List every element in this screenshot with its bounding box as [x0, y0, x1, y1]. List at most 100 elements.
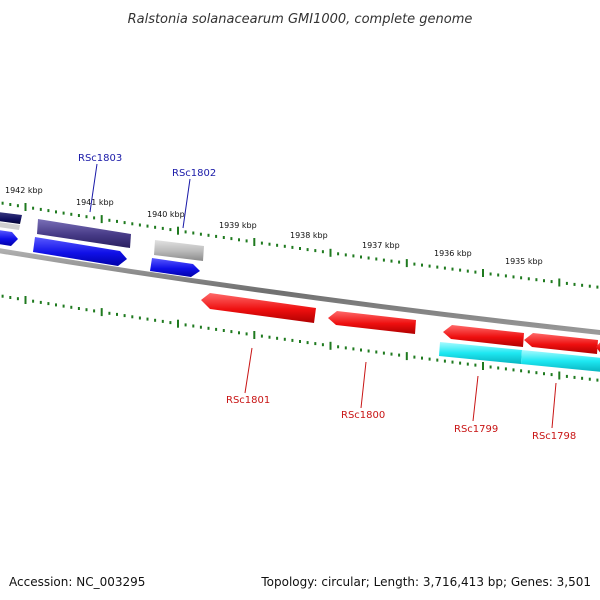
minor-tick	[184, 230, 187, 234]
minor-tick	[70, 212, 73, 216]
minor-tick	[527, 370, 530, 374]
leader-line	[551, 382, 557, 429]
minor-tick	[367, 256, 370, 260]
minor-tick	[504, 367, 507, 371]
minor-tick	[428, 264, 431, 268]
minor-tick	[367, 349, 370, 353]
gene-arrow[interactable]	[521, 350, 600, 372]
minor-tick	[413, 355, 416, 359]
major-tick	[100, 215, 103, 224]
minor-tick	[512, 275, 515, 279]
minor-tick	[596, 378, 599, 382]
minor-tick	[39, 300, 42, 304]
minor-tick	[299, 340, 301, 343]
minor-tick	[459, 361, 462, 365]
gene-label[interactable]: RSc1803	[78, 153, 122, 164]
minor-tick	[520, 276, 523, 280]
tick-label: 1938 kbp	[290, 231, 328, 240]
minor-tick	[375, 257, 378, 261]
minor-tick	[131, 222, 134, 226]
leader-line	[89, 163, 98, 213]
tick-label: 1940 kbp	[147, 210, 185, 219]
gene-arrow[interactable]	[150, 258, 200, 277]
minor-tick	[9, 203, 12, 206]
major-tick	[482, 269, 484, 277]
minor-tick	[573, 282, 576, 286]
gene-arrow[interactable]	[201, 293, 316, 323]
minor-tick	[47, 302, 50, 306]
minor-tick	[337, 345, 340, 349]
minor-tick	[596, 285, 599, 289]
major-tick	[405, 259, 408, 268]
label-leaders	[89, 163, 557, 429]
leader-line	[472, 375, 479, 422]
minor-tick	[497, 273, 500, 277]
gene-arrow[interactable]	[443, 325, 524, 347]
gene-arrow[interactable]	[154, 240, 204, 261]
minor-tick	[291, 245, 294, 249]
gene-label[interactable]: RSc1802	[172, 168, 216, 179]
minor-tick	[398, 353, 401, 357]
gene-label[interactable]: RSc1801	[226, 395, 270, 406]
tick-label: 1941 kbp	[76, 198, 114, 207]
minor-tick	[527, 277, 530, 281]
minor-tick	[489, 272, 492, 276]
minor-tick	[344, 346, 347, 350]
minor-tick	[116, 312, 118, 316]
leader-line	[182, 178, 191, 229]
tick-label: 1935 kbp	[505, 257, 543, 266]
minor-tick	[32, 206, 35, 210]
minor-tick	[512, 368, 515, 372]
reverse-genes	[201, 293, 600, 372]
minor-tick	[62, 304, 65, 308]
minor-tick	[283, 337, 286, 341]
minor-tick	[184, 323, 187, 327]
minor-tick	[108, 311, 111, 315]
major-tick	[253, 331, 256, 339]
minor-tick	[344, 253, 347, 257]
minor-tick	[360, 348, 362, 352]
gene-arrow[interactable]	[0, 222, 20, 230]
gene-arrow[interactable]	[0, 230, 18, 246]
minor-tick	[85, 308, 88, 312]
gene-label[interactable]: RSc1800	[341, 410, 385, 421]
gene-arrow[interactable]	[37, 219, 131, 248]
minor-tick	[16, 204, 19, 208]
minor-tick	[550, 280, 553, 284]
minor-tick	[428, 357, 431, 361]
gene-arrow[interactable]	[328, 311, 416, 334]
minor-tick	[230, 237, 233, 241]
minor-tick	[146, 224, 149, 228]
minor-tick	[535, 278, 538, 282]
minor-tick	[207, 326, 210, 330]
minor-tick	[199, 232, 202, 236]
gene-arrow[interactable]	[0, 212, 22, 224]
minor-tick	[321, 343, 324, 347]
minor-tick	[504, 274, 507, 278]
gene-arrow[interactable]	[596, 340, 600, 355]
gene-label[interactable]: RSc1799	[454, 424, 498, 435]
forward-genes	[0, 212, 204, 277]
outer-tick-track	[1, 201, 599, 289]
gene-arrow[interactable]	[33, 237, 127, 266]
minor-tick	[9, 296, 12, 299]
minor-tick	[306, 341, 309, 345]
minor-tick	[85, 215, 88, 219]
minor-tick	[123, 221, 126, 225]
minor-tick	[466, 362, 469, 366]
minor-tick	[268, 335, 271, 339]
minor-tick	[306, 248, 309, 252]
minor-tick	[245, 239, 248, 243]
minor-tick	[466, 269, 469, 273]
gene-arrow[interactable]	[439, 342, 522, 364]
minor-tick	[390, 352, 393, 356]
gene-label[interactable]: RSc1798	[532, 431, 576, 442]
gene-arrow[interactable]	[524, 333, 598, 354]
minor-tick	[39, 207, 42, 211]
minor-tick	[283, 244, 286, 248]
minor-tick	[443, 266, 446, 270]
minor-tick	[588, 284, 591, 288]
minor-tick	[535, 371, 538, 375]
minor-tick	[230, 330, 233, 334]
scale-labels: 1942 kbp 1941 kbp 1940 kbp 1939 kbp 1938…	[5, 186, 543, 266]
